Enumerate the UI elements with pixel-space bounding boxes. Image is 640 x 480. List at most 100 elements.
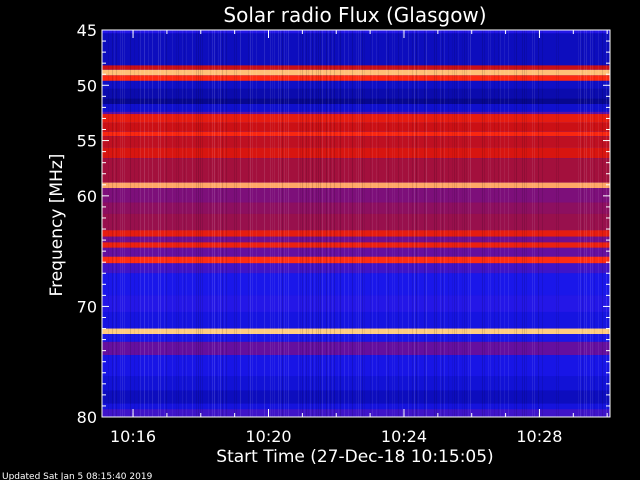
texture-streak — [440, 30, 441, 417]
texture-streak — [482, 30, 483, 417]
frequency-band — [102, 88, 610, 99]
texture-streak — [322, 30, 323, 417]
texture-streak — [310, 30, 311, 417]
texture-streak — [436, 30, 437, 417]
texture-streak — [338, 30, 339, 417]
frequency-band — [102, 98, 610, 105]
y-tick-label: 50 — [77, 76, 97, 95]
texture-streak — [526, 30, 527, 417]
frequency-band — [102, 311, 610, 329]
texture-streak — [462, 30, 463, 417]
texture-streak — [286, 30, 287, 417]
texture-streak — [498, 30, 499, 417]
texture-streak — [316, 30, 317, 417]
texture-streak — [306, 30, 307, 417]
frequency-band — [102, 131, 610, 137]
x-tick-label: 10:20 — [245, 427, 291, 446]
texture-streak — [558, 30, 559, 417]
texture-streak — [444, 30, 445, 417]
frequency-band — [102, 236, 610, 243]
texture-streak — [608, 30, 609, 417]
texture-streak — [452, 30, 453, 417]
plot-frame — [101, 29, 611, 418]
y-tick-label: 55 — [77, 132, 97, 151]
texture-streak — [280, 30, 281, 417]
texture-streak — [320, 30, 321, 417]
frequency-band — [102, 158, 610, 183]
texture-streak — [114, 30, 115, 417]
texture-streak — [468, 30, 469, 417]
texture-streak — [160, 30, 161, 417]
texture-streak — [300, 30, 301, 417]
frequency-band — [102, 328, 610, 335]
texture-streak — [220, 30, 221, 417]
texture-streak — [164, 30, 165, 417]
texture-streak — [138, 30, 139, 417]
texture-streak — [458, 30, 459, 417]
texture-streak — [288, 30, 289, 417]
texture-streak — [182, 30, 183, 417]
texture-streak — [176, 30, 177, 417]
frequency-band — [102, 182, 610, 189]
texture-streak — [304, 30, 305, 417]
texture-streak — [172, 30, 173, 417]
texture-streak — [326, 30, 327, 417]
texture-streak — [360, 30, 361, 417]
texture-streak — [392, 30, 393, 417]
x-tick-label: 10:16 — [110, 427, 156, 446]
texture-streak — [284, 30, 285, 417]
texture-streak — [418, 30, 419, 417]
texture-streak — [508, 30, 509, 417]
texture-streak — [358, 30, 359, 417]
texture-streak — [256, 30, 257, 417]
texture-streak — [372, 30, 373, 417]
texture-streak — [202, 30, 203, 417]
texture-streak — [130, 30, 131, 417]
texture-streak — [394, 30, 395, 417]
texture-streak — [270, 30, 271, 417]
texture-streak — [196, 30, 197, 417]
texture-streak — [426, 30, 427, 417]
x-axis-label: Start Time (27-Dec-18 10:15:05) — [216, 447, 493, 467]
texture-streak — [272, 30, 273, 417]
texture-streak — [148, 30, 149, 417]
texture-streak — [434, 30, 435, 417]
texture-streak — [198, 30, 199, 417]
texture-streak — [318, 30, 319, 417]
texture-streak — [408, 30, 409, 417]
texture-streak — [602, 30, 603, 417]
frequency-band — [102, 188, 610, 203]
texture-streak — [388, 30, 389, 417]
texture-streak — [332, 30, 333, 417]
texture-streak — [454, 30, 455, 417]
texture-streak — [466, 30, 467, 417]
frequency-band — [102, 30, 610, 34]
texture-streak — [516, 30, 517, 417]
texture-streak — [328, 30, 329, 417]
texture-streak — [414, 30, 415, 417]
texture-streak — [218, 30, 219, 417]
texture-streak — [312, 30, 313, 417]
frequency-band — [102, 334, 610, 342]
texture-streak — [214, 30, 215, 417]
texture-streak — [278, 30, 279, 417]
texture-streak — [442, 30, 443, 417]
frequency-band — [102, 295, 610, 312]
frequency-band — [102, 376, 610, 391]
frequency-band — [102, 69, 610, 76]
texture-streak — [282, 30, 283, 417]
texture-streak — [524, 30, 525, 417]
frequency-band — [102, 147, 610, 159]
x-tick-label: 10:24 — [381, 427, 427, 446]
frequency-band — [102, 242, 610, 248]
frequency-band — [102, 75, 610, 81]
texture-streak — [340, 30, 341, 417]
texture-streak — [112, 30, 113, 417]
x-tick-label: 10:28 — [516, 427, 562, 446]
frequency-band — [102, 341, 610, 356]
frequency-band — [102, 65, 610, 70]
texture-streak — [448, 30, 449, 417]
texture-streak — [224, 30, 225, 417]
texture-streak — [240, 30, 241, 417]
texture-streak — [594, 30, 595, 417]
